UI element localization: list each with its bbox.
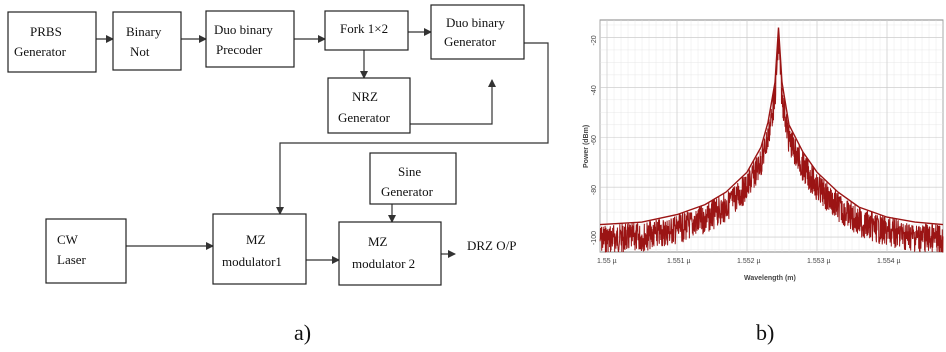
- block-duogen-line1: Duo binary: [446, 15, 505, 30]
- x-tick-label: 1.552 µ: [737, 258, 761, 265]
- x-axis-label: Wavelength (m): [744, 275, 796, 282]
- block-prbs-line2: Generator: [14, 44, 67, 59]
- block-sine-line1: Sine: [398, 164, 421, 179]
- block-binary-not: Binary Not: [112, 11, 182, 71]
- y-tick-label: -60: [591, 135, 598, 145]
- block-cw-line2: Laser: [57, 252, 87, 267]
- x-tick-label: 1.551 µ: [667, 258, 691, 265]
- block-not-line2: Not: [130, 44, 150, 59]
- caption-a: a): [294, 320, 311, 345]
- block-sine-line2: Generator: [381, 184, 434, 199]
- block-precoder-line2: Precoder: [216, 42, 263, 57]
- plot-area: [599, 19, 944, 253]
- edge-duogen-to-mz1: [276, 42, 549, 215]
- block-not-line1: Binary: [126, 24, 162, 39]
- spectrum-chart: -20 -40 -60 -80 -100 1.55 µ 1.551 µ 1.55…: [583, 19, 944, 282]
- y-tick-label: -40: [591, 85, 598, 95]
- y-tick-label: -20: [591, 35, 598, 45]
- y-tick-label: -80: [591, 185, 598, 195]
- block-cw-laser: CW Laser: [45, 218, 127, 284]
- spectrum-trace: [599, 36, 944, 253]
- x-tick-labels: 1.55 µ 1.551 µ 1.552 µ 1.553 µ 1.554 µ: [597, 258, 901, 265]
- x-tick-label: 1.553 µ: [807, 258, 831, 265]
- block-mz1-line1: MZ: [246, 232, 266, 247]
- block-duo-binary-precoder: Duo binary Precoder: [205, 10, 295, 68]
- edge-nrz-to-duogen: [410, 79, 496, 125]
- output-label: DRZ O/P: [467, 238, 516, 253]
- block-mz1-line2: modulator1: [222, 254, 282, 269]
- y-tick-labels: -20 -40 -60 -80 -100: [591, 35, 598, 245]
- caption-b: b): [756, 320, 774, 345]
- block-nrz-generator: NRZ Generator: [327, 77, 411, 134]
- block-prbs-line1: PRBS: [30, 24, 62, 39]
- block-fork-line1: Fork 1×2: [340, 21, 388, 36]
- block-precoder-line1: Duo binary: [214, 22, 273, 37]
- block-mz2-line1: MZ: [368, 234, 388, 249]
- block-mz-modulator-1: MZ modulator1: [212, 213, 307, 285]
- block-sine-generator: Sine Generator: [369, 152, 457, 205]
- block-mz2-line2: modulator 2: [352, 256, 415, 271]
- y-tick-label: -100: [591, 231, 598, 245]
- block-mz-modulator-2: MZ modulator 2: [338, 221, 442, 286]
- block-nrz-line1: NRZ: [352, 89, 378, 104]
- y-axis-label: Power (dBm): [583, 125, 590, 168]
- block-duo-binary-generator: Duo binary Generator: [430, 4, 525, 60]
- block-fork: Fork 1×2: [324, 10, 409, 51]
- block-duogen-line2: Generator: [444, 34, 497, 49]
- block-cw-line1: CW: [57, 232, 79, 247]
- block-nrz-line2: Generator: [338, 110, 391, 125]
- block-prbs-generator: PRBS Generator: [7, 11, 97, 73]
- block-diagram: PRBS Generator Binary Not Duo binary Pre…: [7, 4, 549, 286]
- spectrum-envelope: [599, 27, 944, 226]
- x-tick-label: 1.554 µ: [877, 258, 901, 265]
- x-tick-label: 1.55 µ: [597, 258, 617, 265]
